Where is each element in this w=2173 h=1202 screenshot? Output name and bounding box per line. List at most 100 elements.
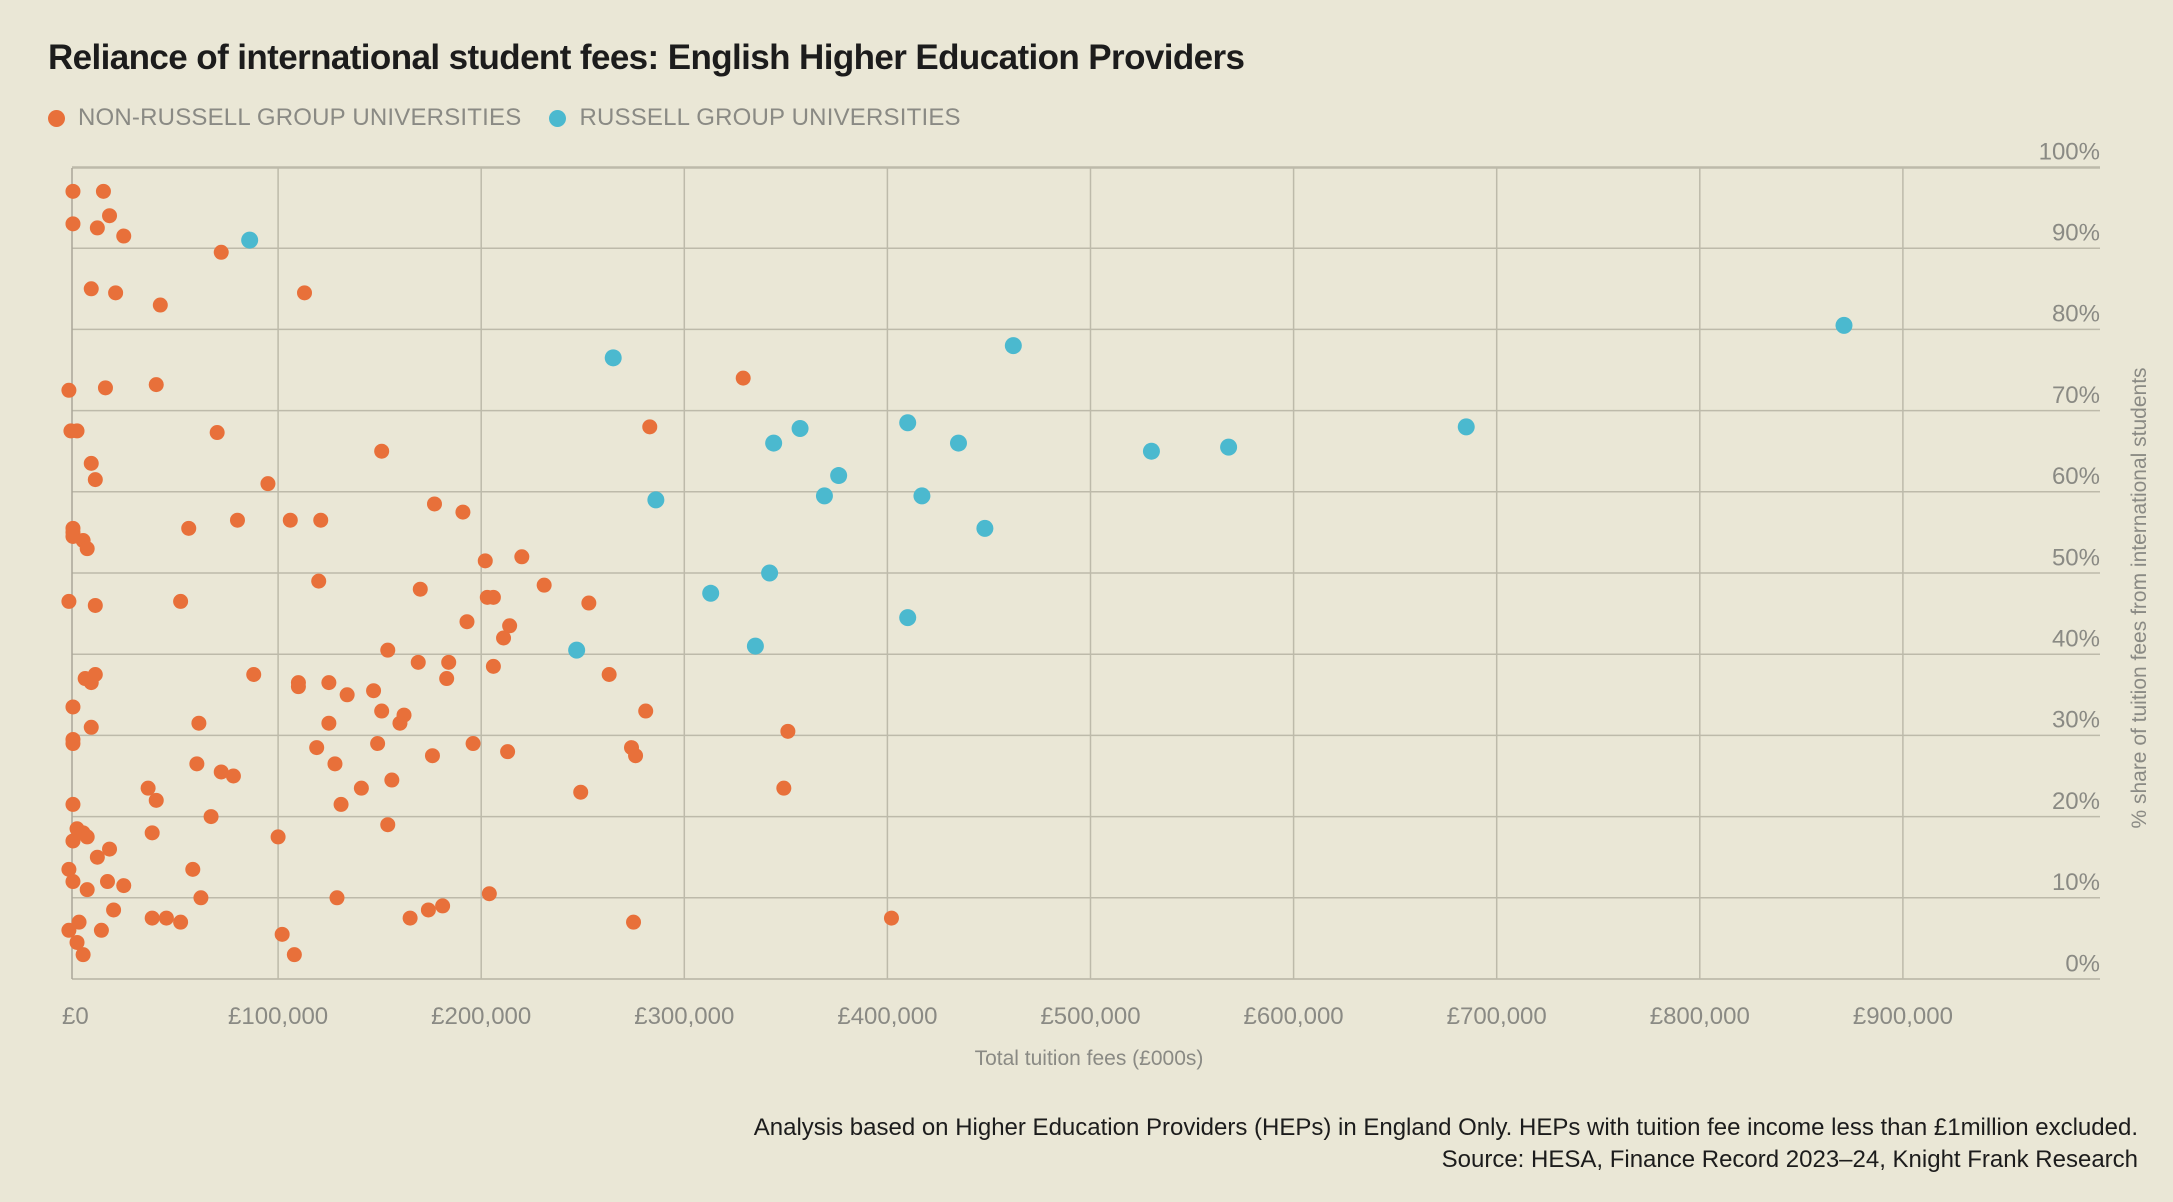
x-axis-label: Total tuition fees (£000s) — [975, 1047, 1204, 1070]
non-russell-point — [465, 736, 481, 752]
non-russell-point — [83, 455, 99, 471]
non-russell-point — [282, 512, 298, 528]
non-russell-point — [87, 667, 103, 682]
non-russell-point — [514, 549, 530, 565]
non-russell-point — [581, 595, 597, 611]
russell-point — [913, 487, 931, 505]
non-russell-point — [65, 736, 81, 752]
russell-point — [746, 637, 764, 655]
non-russell-point — [87, 472, 103, 488]
non-russell-point — [311, 573, 327, 589]
non-russell-point — [380, 817, 396, 833]
non-russell-point — [297, 285, 313, 301]
russell-point — [568, 641, 586, 659]
legend-item-russell: RUSSELL GROUP UNIVERSITIES — [549, 104, 961, 132]
non-russell-point — [402, 910, 418, 926]
non-russell-point — [148, 377, 164, 393]
legend-item-non-russell: NON-RUSSELL GROUP UNIVERSITIES — [48, 104, 521, 132]
non-russell-point — [89, 849, 105, 865]
non-russell-point — [89, 220, 105, 236]
x-tick-label: £700,000 — [1447, 1003, 1547, 1030]
non-russell-point — [374, 703, 390, 719]
non-russell-point — [102, 208, 118, 224]
non-russell-point — [435, 898, 451, 914]
non-russell-point — [286, 947, 302, 963]
non-russell-point — [392, 715, 408, 731]
russell-point — [1457, 418, 1475, 436]
non-russell-point — [327, 756, 343, 772]
non-russell-point — [87, 597, 103, 613]
non-russell-point — [102, 841, 118, 857]
non-russell-point — [108, 285, 124, 301]
y-tick-label: 40% — [2052, 626, 2100, 653]
non-russell-point — [203, 809, 219, 825]
x-tick-label: £600,000 — [1244, 1003, 1344, 1030]
non-russell-point — [148, 792, 164, 808]
non-russell-point — [69, 934, 85, 950]
non-russell-point — [181, 520, 197, 536]
non-russell-point — [116, 878, 132, 894]
non-russell-point — [496, 630, 512, 646]
non-russell-point — [65, 216, 81, 232]
non-russell-point — [339, 687, 355, 703]
non-russell-point — [776, 780, 792, 796]
non-russell-point — [116, 228, 132, 244]
legend-dot-russell — [549, 109, 567, 127]
non-russell-point — [191, 715, 207, 731]
non-russell-point — [260, 476, 276, 492]
non-russell-point — [536, 577, 552, 593]
y-tick-label: 30% — [2052, 707, 2100, 734]
non-russell-point — [185, 861, 201, 877]
legend-label-russell: RUSSELL GROUP UNIVERSITIES — [579, 104, 961, 131]
non-russell-point — [229, 512, 245, 528]
non-russell-point — [439, 671, 455, 687]
non-russell-point — [380, 642, 396, 658]
non-russell-point — [140, 780, 156, 796]
non-russell-point — [79, 541, 95, 557]
non-russell-point — [370, 736, 386, 752]
non-russell-point — [626, 914, 642, 930]
footnote: Analysis based on Higher Education Provi… — [754, 1112, 2138, 1176]
non-russell-point — [83, 719, 99, 735]
non-russell-point — [485, 589, 501, 605]
non-russell-point — [93, 922, 109, 938]
non-russell-point — [638, 703, 654, 719]
non-russell-point — [65, 874, 81, 890]
legend-dot-non-russell — [48, 109, 65, 127]
non-russell-point — [246, 667, 262, 682]
non-russell-point — [309, 740, 325, 756]
non-russell-point — [274, 926, 290, 942]
russell-point — [1004, 337, 1022, 355]
non-russell-point — [189, 756, 205, 772]
non-russell-point — [420, 902, 436, 918]
non-russell-point — [65, 796, 81, 812]
y-tick-label: 90% — [2052, 220, 2100, 247]
non-russell-point — [106, 902, 122, 918]
non-russell-point — [384, 772, 400, 788]
legend: NON-RUSSELL GROUP UNIVERSITIES RUSSELL G… — [48, 104, 989, 132]
russell-point — [765, 434, 783, 452]
non-russell-point — [485, 658, 501, 674]
non-russell-point — [144, 825, 160, 841]
non-russell-point — [173, 593, 189, 609]
non-russell-point — [61, 922, 77, 938]
russell-point — [949, 434, 967, 452]
x-tick-label: £300,000 — [634, 1003, 734, 1030]
non-russell-point — [313, 512, 329, 528]
non-russell-point — [83, 281, 99, 297]
non-russell-point — [61, 382, 77, 398]
non-russell-point — [628, 748, 644, 764]
y-tick-label: 20% — [2052, 788, 2100, 815]
non-russell-point — [61, 861, 77, 877]
non-russell-point — [290, 679, 306, 695]
non-russell-point — [455, 504, 471, 520]
x-tick-label: £200,000 — [431, 1003, 531, 1030]
non-russell-point — [99, 874, 115, 890]
non-russell-point — [152, 297, 168, 313]
non-russell-point — [441, 654, 457, 670]
non-russell-point — [353, 780, 369, 796]
russell-point — [1220, 438, 1238, 456]
non-russell-point — [412, 581, 428, 597]
non-russell-point — [209, 425, 225, 441]
non-russell-point — [601, 667, 617, 682]
